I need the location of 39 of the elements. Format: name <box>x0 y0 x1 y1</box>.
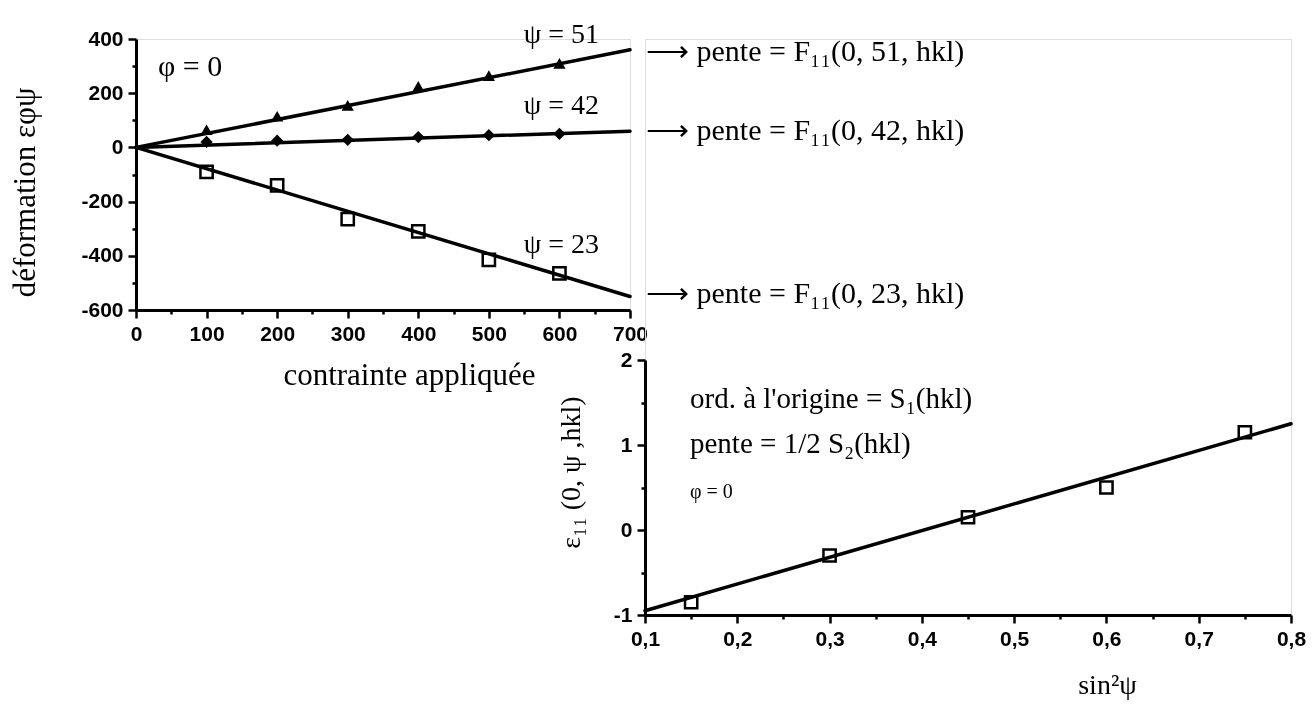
x-tick-label: 100 <box>189 321 225 345</box>
x-axis-title: contrainte appliquée <box>283 356 536 392</box>
x-axis-title: sin²ψ <box>1078 668 1138 700</box>
y-tick-label: 0 <box>620 517 633 541</box>
y-axis-title: déformation εφψ <box>6 87 42 298</box>
x-tick-label: 0,4 <box>907 626 938 650</box>
annotation: pente = 1/2 S₂(hkl) <box>690 427 911 460</box>
x-tick-label: 200 <box>260 321 296 345</box>
x-tick-label: 0,5 <box>1000 626 1030 650</box>
annotation: φ = 0 <box>158 49 223 82</box>
x-tick-label: 400 <box>401 321 437 345</box>
y-tick-label: 0 <box>111 134 124 158</box>
x-tick-label: 600 <box>542 321 578 345</box>
x-tick-label: 0,8 <box>1276 626 1307 650</box>
y-tick-label: 1 <box>620 432 633 456</box>
y-axis-title: ε₁₁ (0, ψ ,hkl) <box>554 396 586 549</box>
y-tick-label: -400 <box>81 243 124 267</box>
series-label: ψ = 51 <box>523 18 600 50</box>
x-tick-label: 500 <box>471 321 507 345</box>
text: ⟶ pente = F₁₁(0, 23, hkl) <box>646 276 965 310</box>
x-tick-label: 0 <box>130 321 143 345</box>
y-tick-label: -200 <box>81 189 124 213</box>
y-tick-label: 200 <box>88 80 124 104</box>
series-label: ψ = 42 <box>523 88 600 120</box>
x-tick-label: 0,6 <box>1092 626 1122 650</box>
y-tick-label: -600 <box>81 297 124 321</box>
x-tick-label: 0,7 <box>1184 626 1214 650</box>
x-tick-label: 0,1 <box>630 626 661 650</box>
y-tick-label: 400 <box>88 26 124 50</box>
annotation: ord. à l'origine = S₁(hkl) <box>690 382 973 415</box>
text: ⟶ pente = F₁₁(0, 42, hkl) <box>646 113 965 147</box>
text: ⟶ pente = F₁₁(0, 51, hkl) <box>646 34 965 68</box>
y-tick-label: 2 <box>620 347 633 371</box>
series-label: ψ = 23 <box>523 228 600 260</box>
x-tick-label: 0,3 <box>815 626 845 650</box>
x-tick-label: 300 <box>330 321 366 345</box>
y-tick-label: -1 <box>613 602 633 626</box>
x-tick-label: 0,2 <box>723 626 753 650</box>
annotation: φ = 0 <box>690 480 733 503</box>
